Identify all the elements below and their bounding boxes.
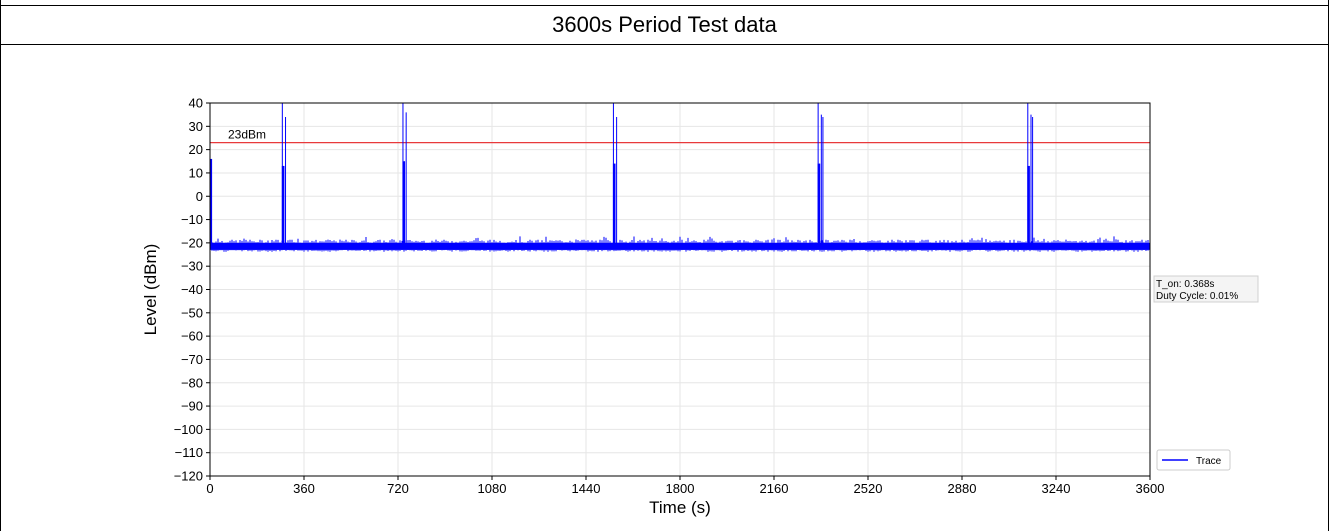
grid: [209, 102, 1151, 477]
legend-box: [1156, 449, 1231, 471]
burst: [1027, 103, 1034, 246]
x-tick-label: 0: [206, 481, 213, 496]
y-axis-label: Level (dBm): [141, 244, 160, 336]
info-annotation: T_on: 0.368s Duty Cycle: 0.01%: [1153, 275, 1259, 303]
y-tick-label: 10: [189, 165, 203, 180]
y-axis-ticks: 40 30 20 10 0 −10 −20 −30 −40 −50 −60 −70 −80 −90 −100…: [174, 96, 210, 484]
burst: [612, 103, 618, 246]
y-tick-label: −110: [175, 445, 203, 460]
y-tick-label: −50: [181, 305, 203, 320]
x-tick-label: 3240: [1042, 481, 1071, 496]
y-tick-label: −90: [181, 399, 203, 414]
page-title: 3600s Period Test data: [0, 5, 1329, 45]
y-tick-label: 30: [189, 119, 203, 134]
y-tick-label: −70: [181, 352, 203, 367]
x-tick-label: 1080: [478, 481, 507, 496]
y-tick-label: −30: [181, 259, 203, 274]
burst-body: [209, 158, 212, 246]
legend-label: Trace: [1196, 456, 1222, 467]
y-tick-label: 40: [189, 96, 203, 111]
burst-body: [402, 161, 405, 246]
y-tick-label: −120: [174, 469, 203, 484]
y-tick-label: 0: [196, 189, 203, 204]
x-tick-label: 2520: [854, 481, 883, 496]
burst-body: [1027, 165, 1030, 246]
y-tick-label: −80: [181, 375, 203, 390]
x-axis-ticks: 0 360 720 1080 1440 1800 2160 2520 2880 3240 3600: [206, 476, 1164, 496]
y-tick-label: −20: [181, 235, 203, 250]
x-tick-label: 3600: [1136, 481, 1165, 496]
y-tick-label: −60: [181, 329, 203, 344]
burst: [281, 103, 287, 246]
burst: [817, 103, 824, 246]
x-tick-label: 2880: [948, 481, 977, 496]
trace-series: [209, 103, 1151, 252]
burst-body: [612, 163, 616, 246]
threshold-label: 23dBm: [228, 128, 266, 142]
t-on-text: T_on: 0.368s: [1156, 279, 1214, 290]
burst: [402, 103, 407, 246]
x-tick-label: 1440: [572, 481, 601, 496]
x-tick-label: 1800: [666, 481, 695, 496]
burst-body: [281, 165, 285, 246]
x-axis-label: Time (s): [649, 498, 711, 517]
y-tick-label: −40: [181, 282, 203, 297]
info-annotation-box: [1153, 275, 1259, 303]
burst-body: [817, 163, 820, 246]
y-tick-label: −100: [174, 422, 203, 437]
y-tick-label: −10: [181, 212, 203, 227]
duty-cycle-text: Duty Cycle: 0.01%: [1156, 291, 1238, 302]
x-tick-label: 720: [387, 481, 409, 496]
x-tick-label: 360: [293, 481, 315, 496]
y-tick-label: 20: [189, 142, 203, 157]
x-tick-label: 2160: [760, 481, 789, 496]
legend: Trace: [1156, 449, 1231, 471]
